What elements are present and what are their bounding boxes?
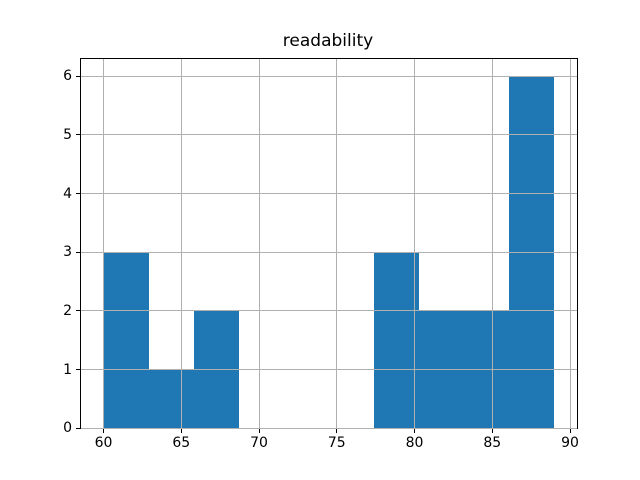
y-tick-mark — [76, 134, 80, 136]
gridline-vertical — [414, 58, 416, 429]
y-tick-mark — [76, 310, 80, 312]
y-tick-mark — [76, 193, 80, 195]
gridline-vertical — [491, 58, 493, 429]
gridline-vertical — [103, 58, 105, 429]
x-tick-mark — [336, 429, 338, 434]
y-tick-mark — [76, 251, 80, 253]
x-tick-mark — [414, 429, 416, 434]
y-tick-mark — [76, 427, 80, 429]
gridline-vertical — [569, 58, 571, 429]
y-tick-label: 3 — [63, 244, 72, 261]
y-tick-label: 5 — [63, 126, 72, 143]
y-tick-label: 1 — [63, 361, 72, 378]
y-tick-label: 6 — [63, 68, 72, 85]
histogram-bar — [374, 252, 420, 429]
gridline-vertical — [258, 58, 260, 429]
histogram-bar — [148, 369, 194, 429]
gridline-horizontal — [81, 369, 577, 371]
gridline-horizontal — [81, 427, 577, 429]
histogram-bar — [103, 252, 149, 429]
chart-title: readability — [282, 31, 374, 51]
x-tick-label: 90 — [561, 435, 579, 452]
x-tick-label: 60 — [94, 435, 113, 452]
gridline-vertical — [180, 58, 182, 429]
x-tick-label: 70 — [250, 435, 268, 452]
x-tick-mark — [491, 429, 493, 434]
x-tick-label: 75 — [327, 435, 346, 452]
gridline-horizontal — [81, 134, 577, 136]
x-tick-label: 80 — [405, 435, 424, 452]
gridline-horizontal — [81, 75, 577, 77]
y-tick-label: 2 — [63, 302, 72, 319]
gridline-horizontal — [81, 310, 577, 312]
x-tick-mark — [103, 429, 105, 434]
gridline-vertical — [336, 58, 338, 429]
x-tick-mark — [258, 429, 260, 434]
y-tick-label: 0 — [63, 420, 72, 437]
y-tick-mark — [76, 369, 80, 371]
y-tick-mark — [76, 75, 80, 77]
plot-area: 60 65 70 75 80 85 90 0 1 2 3 4 5 6 — [63, 57, 579, 451]
y-tick-label: 4 — [63, 185, 72, 202]
x-tick-mark — [180, 429, 182, 434]
x-tick-label: 85 — [483, 435, 502, 452]
gridline-horizontal — [81, 193, 577, 195]
x-tick-mark — [569, 429, 571, 434]
gridline-horizontal — [81, 251, 577, 253]
x-tick-label: 65 — [172, 435, 191, 452]
